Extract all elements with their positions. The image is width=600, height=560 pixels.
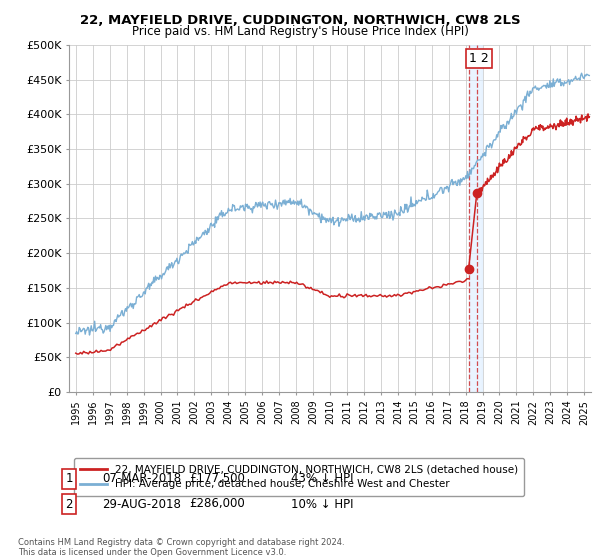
Text: 2: 2 xyxy=(65,497,73,511)
Text: Contains HM Land Registry data © Crown copyright and database right 2024.
This d: Contains HM Land Registry data © Crown c… xyxy=(18,538,344,557)
Text: Price paid vs. HM Land Registry's House Price Index (HPI): Price paid vs. HM Land Registry's House … xyxy=(131,25,469,38)
Text: 07-MAR-2018: 07-MAR-2018 xyxy=(102,472,181,486)
Text: 10% ↓ HPI: 10% ↓ HPI xyxy=(291,497,353,511)
Text: £286,000: £286,000 xyxy=(189,497,245,511)
Bar xyxy=(469,45,482,392)
Legend: 22, MAYFIELD DRIVE, CUDDINGTON, NORTHWICH, CW8 2LS (detached house), HPI: Averag: 22, MAYFIELD DRIVE, CUDDINGTON, NORTHWIC… xyxy=(74,458,524,496)
Text: 29-AUG-2018: 29-AUG-2018 xyxy=(102,497,181,511)
Text: 1 2: 1 2 xyxy=(469,52,489,65)
Text: £177,500: £177,500 xyxy=(189,472,245,486)
Text: 22, MAYFIELD DRIVE, CUDDINGTON, NORTHWICH, CW8 2LS: 22, MAYFIELD DRIVE, CUDDINGTON, NORTHWIC… xyxy=(80,14,520,27)
Text: 43% ↓ HPI: 43% ↓ HPI xyxy=(291,472,353,486)
Text: 1: 1 xyxy=(65,472,73,486)
